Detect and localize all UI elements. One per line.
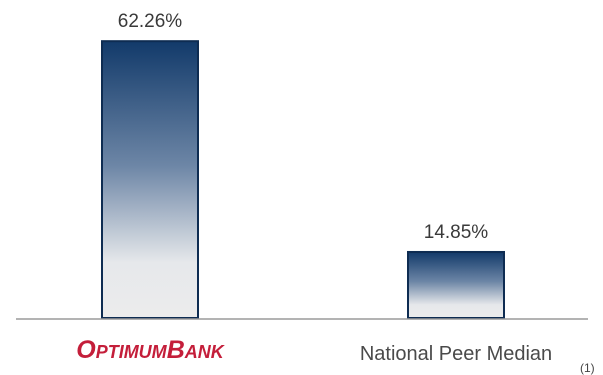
value-label-national-peer-median: 14.85% xyxy=(424,222,489,243)
bar-national-peer-median xyxy=(407,250,505,319)
category-label-optimumbank-logo: OPTIMUMBANK xyxy=(76,336,226,364)
logo-text-ptimum: PTIMUM xyxy=(96,342,168,362)
value-labels-group: 62.26% 14.85% xyxy=(118,11,489,243)
footnote-marker: (1) xyxy=(580,361,595,375)
logo-initial-o: O xyxy=(76,336,96,364)
bars-group xyxy=(101,40,505,319)
logo-initial-b: B xyxy=(167,336,185,364)
value-label-optimumbank: 62.26% xyxy=(118,11,183,32)
bar-optimumbank xyxy=(101,40,199,319)
logo-text-ank: ANK xyxy=(184,342,226,362)
category-label-national-peer-median: National Peer Median xyxy=(360,343,552,365)
